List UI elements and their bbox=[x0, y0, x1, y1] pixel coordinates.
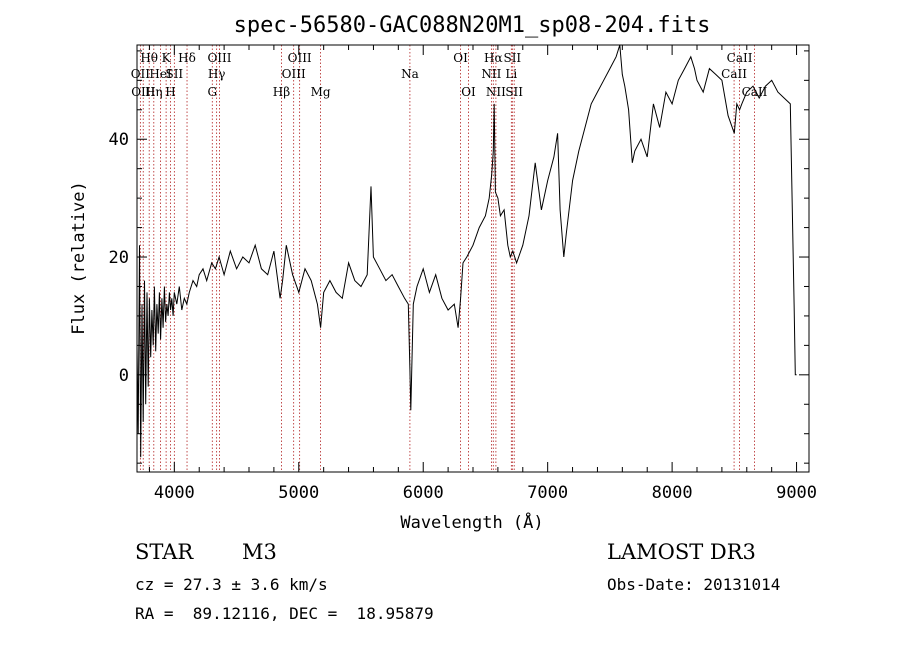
spectral-line-label: Li bbox=[505, 67, 517, 81]
chart-title: spec-56580-GAC088N20M1_sp08-204.fits bbox=[234, 13, 711, 38]
x-axis-label: Wavelength (Å) bbox=[400, 511, 543, 533]
y-tick-label: 20 bbox=[109, 248, 129, 268]
survey-name: LAMOST DR3 bbox=[607, 540, 756, 564]
x-axis-ticks: 4000 5000 6000 7000 8000 9000 bbox=[148, 45, 817, 503]
y-axis-label: Flux (relative) bbox=[69, 181, 89, 335]
spectral-line-label: G bbox=[207, 85, 217, 99]
spectral-line-label: CaII bbox=[727, 51, 753, 65]
spectral-line-label: CaII bbox=[742, 85, 768, 99]
spectral-line-label: Hα bbox=[484, 51, 503, 65]
spectral-line-label: Hδ bbox=[178, 51, 196, 65]
spectral-line-label: OI bbox=[453, 51, 468, 65]
x-tick-label: 5000 bbox=[278, 483, 319, 503]
coordinates: RA = 89.12116, DEC = 18.95879 bbox=[135, 604, 434, 623]
spectral-line-label: CaII bbox=[721, 67, 747, 81]
spectral-line-label: H bbox=[165, 85, 175, 99]
spectral-line-label: Hβ bbox=[273, 85, 290, 99]
spectral-line-markers bbox=[139, 45, 755, 472]
spectral-line-label: Hγ bbox=[208, 67, 226, 81]
y-tick-label: 0 bbox=[119, 366, 129, 386]
spectral-line-label: SII bbox=[503, 51, 521, 65]
object-subclass: M3 bbox=[242, 540, 277, 564]
spectral-line-label: OIII bbox=[288, 51, 312, 65]
flux-series bbox=[136, 44, 797, 458]
spectral-line-label: OIII bbox=[282, 67, 306, 81]
spectral-line-label: HeI bbox=[149, 67, 172, 81]
spectral-line-label: OII bbox=[131, 67, 151, 81]
y-axis-ticks: 0 20 40 bbox=[109, 50, 809, 464]
spectral-line-label: Hθ bbox=[140, 51, 158, 65]
x-tick-label: 7000 bbox=[527, 483, 568, 503]
spectral-line-label: OIII bbox=[207, 51, 231, 65]
flux-line bbox=[136, 44, 797, 458]
x-tick-label: 8000 bbox=[652, 483, 693, 503]
spectral-line-label: OI bbox=[461, 85, 476, 99]
spectral-line-label: NII bbox=[486, 85, 506, 99]
x-tick-label: 4000 bbox=[154, 483, 195, 503]
object-class: STAR bbox=[135, 540, 194, 564]
spectrum-chart: spec-56580-GAC088N20M1_sp08-204.fits Hθ O… bbox=[69, 13, 817, 533]
spectral-line-label: SII bbox=[165, 67, 183, 81]
x-tick-label: 9000 bbox=[776, 483, 817, 503]
y-tick-label: 40 bbox=[109, 130, 129, 150]
x-tick-label: 6000 bbox=[403, 483, 444, 503]
observation-date: Obs-Date: 20131014 bbox=[607, 575, 781, 594]
spectral-line-label: NII bbox=[481, 67, 501, 81]
redshift-velocity: cz = 27.3 ± 3.6 km/s bbox=[135, 575, 328, 594]
spectral-line-label: Na bbox=[401, 67, 419, 81]
spectral-line-label: Hη bbox=[145, 85, 163, 99]
spectral-line-label: SII bbox=[505, 85, 523, 99]
spectral-line-label: Mg bbox=[311, 85, 331, 99]
plot-frame bbox=[136, 44, 810, 473]
spectral-line-label: K bbox=[162, 51, 172, 65]
